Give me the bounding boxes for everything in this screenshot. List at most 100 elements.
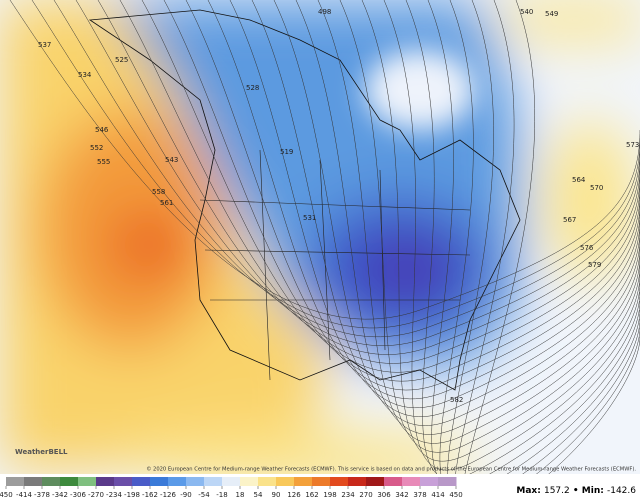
colorbar-segment <box>150 477 169 486</box>
colorbar-segment <box>222 477 241 486</box>
colorbar-tick-label: -54 <box>198 491 210 499</box>
contour-line <box>207 0 640 400</box>
colorbar-tick-label: 450 <box>449 491 462 499</box>
contour-line <box>439 0 640 474</box>
coastline <box>88 9 521 391</box>
colorbar-segment <box>294 477 313 486</box>
contour-label: 573 <box>626 141 639 149</box>
contour-label: 534 <box>78 71 92 79</box>
colorbar-tick-label: -162 <box>142 491 158 499</box>
colorbar-tick-label: -414 <box>16 491 32 499</box>
colorbar-tick-label: -90 <box>180 491 191 499</box>
contour-line <box>464 0 640 474</box>
colorbar: 450 -414 -378 -342 -306 -270 -234 -198 -162 -126-… <box>0 477 463 499</box>
colorbar-segment <box>186 477 205 486</box>
colorbar-segment <box>402 477 421 486</box>
colorbar-tick-label: -306 <box>70 491 86 499</box>
colorbar-segment <box>204 477 223 486</box>
colorbar-tick-label: 450 <box>0 491 13 499</box>
contour-label: 567 <box>563 216 576 224</box>
colorbar-tick-label: 54 <box>254 491 263 499</box>
contour-label: 546 <box>95 126 109 134</box>
contour-line <box>427 0 640 474</box>
contour-line <box>9 0 640 320</box>
max-value: 157.2 <box>544 486 570 496</box>
contour-line <box>447 0 640 474</box>
contour-label: 531 <box>303 214 316 222</box>
colorbar-segment <box>24 477 43 486</box>
contour-label: 561 <box>160 199 173 207</box>
colorbar-segment <box>312 477 331 486</box>
contour-label: 570 <box>590 184 603 192</box>
contour-label: 519 <box>280 148 293 156</box>
attribution: © 2020 European Centre for Medium-range … <box>146 466 636 473</box>
colorbar-tick-label: -126 <box>160 491 176 499</box>
contour-label: 552 <box>90 144 103 152</box>
colorbar-segment <box>240 477 259 486</box>
colorbar-segment <box>114 477 133 486</box>
contour-line <box>383 0 640 471</box>
max-label: Max: <box>516 486 540 496</box>
colorbar-segment <box>348 477 367 486</box>
contour-line <box>455 0 640 474</box>
min-value: -142.6 <box>607 486 636 496</box>
contour-label: 576 <box>580 244 594 252</box>
contour-line <box>229 0 640 408</box>
contour-line <box>361 0 640 462</box>
contour-line <box>405 0 640 474</box>
colorbar-segment <box>96 477 115 486</box>
colorbar-tick-label: 18 <box>236 491 245 499</box>
contour-label: 525 <box>115 56 128 64</box>
colorbar-segment <box>258 477 277 486</box>
colorbar-segment <box>60 477 79 486</box>
colorbar-tick-label: -270 <box>88 491 104 499</box>
colorbar-segment <box>330 477 349 486</box>
colorbar-tick-label: 198 <box>323 491 336 499</box>
max-min: Max: 157.2 • Min: -142.6 <box>516 486 636 496</box>
contour-label: 537 <box>38 41 51 49</box>
contour-label: 564 <box>572 176 586 184</box>
colorbar-segment <box>384 477 403 486</box>
colorbar-tick-label: 342 <box>395 491 408 499</box>
contour-label: 498 <box>318 8 331 16</box>
colorbar-tick-label: -234 <box>106 491 122 499</box>
colorbar-tick-label: 378 <box>413 491 426 499</box>
contour-label: 549 <box>545 10 558 18</box>
colorbar-tick-label: 126 <box>287 491 301 499</box>
colorbar-tick-label: -342 <box>52 491 68 499</box>
colorbar-segment <box>78 477 97 486</box>
colorbar-tick-label: 234 <box>341 491 355 499</box>
contour-label: 582 <box>450 396 463 404</box>
colorbar-tick-label: 414 <box>431 491 445 499</box>
colorbar-tick-label: 162 <box>305 491 318 499</box>
colorbar-tick-label: 90 <box>272 491 281 499</box>
colorbar-segment <box>276 477 295 486</box>
colorbar-segment <box>42 477 61 486</box>
colorbar-tick-label: 270 <box>359 491 372 499</box>
colorbar-tick-label: -18 <box>216 491 227 499</box>
min-label: Min: <box>582 486 604 496</box>
colorbar-segment <box>438 477 457 486</box>
colorbar-tick-label: 306 <box>377 491 391 499</box>
colorbar-segment <box>420 477 439 486</box>
contour-label: 558 <box>152 188 165 196</box>
contour-label: 579 <box>588 261 601 269</box>
contour-label: 540 <box>520 8 533 16</box>
logo: WeatherBELL <box>15 448 68 456</box>
colorbar-segment <box>366 477 385 486</box>
ridge-area <box>365 50 475 130</box>
colorbar-tick-label: -378 <box>34 491 50 499</box>
colorbar-tick-label: -198 <box>124 491 140 499</box>
colorbar-segment <box>6 477 25 486</box>
borders <box>199 149 471 381</box>
colorbar-segment <box>132 477 151 486</box>
colorbar-segment <box>168 477 187 486</box>
separator: • <box>573 486 579 496</box>
contour-label: 528 <box>246 84 259 92</box>
contour-label: 555 <box>97 158 110 166</box>
contour-labels: 537 534 525 546 552 555 543 558 561 540 549 573 564 5… <box>38 8 639 404</box>
contour-label: 543 <box>165 156 178 164</box>
contour-line <box>53 0 640 337</box>
